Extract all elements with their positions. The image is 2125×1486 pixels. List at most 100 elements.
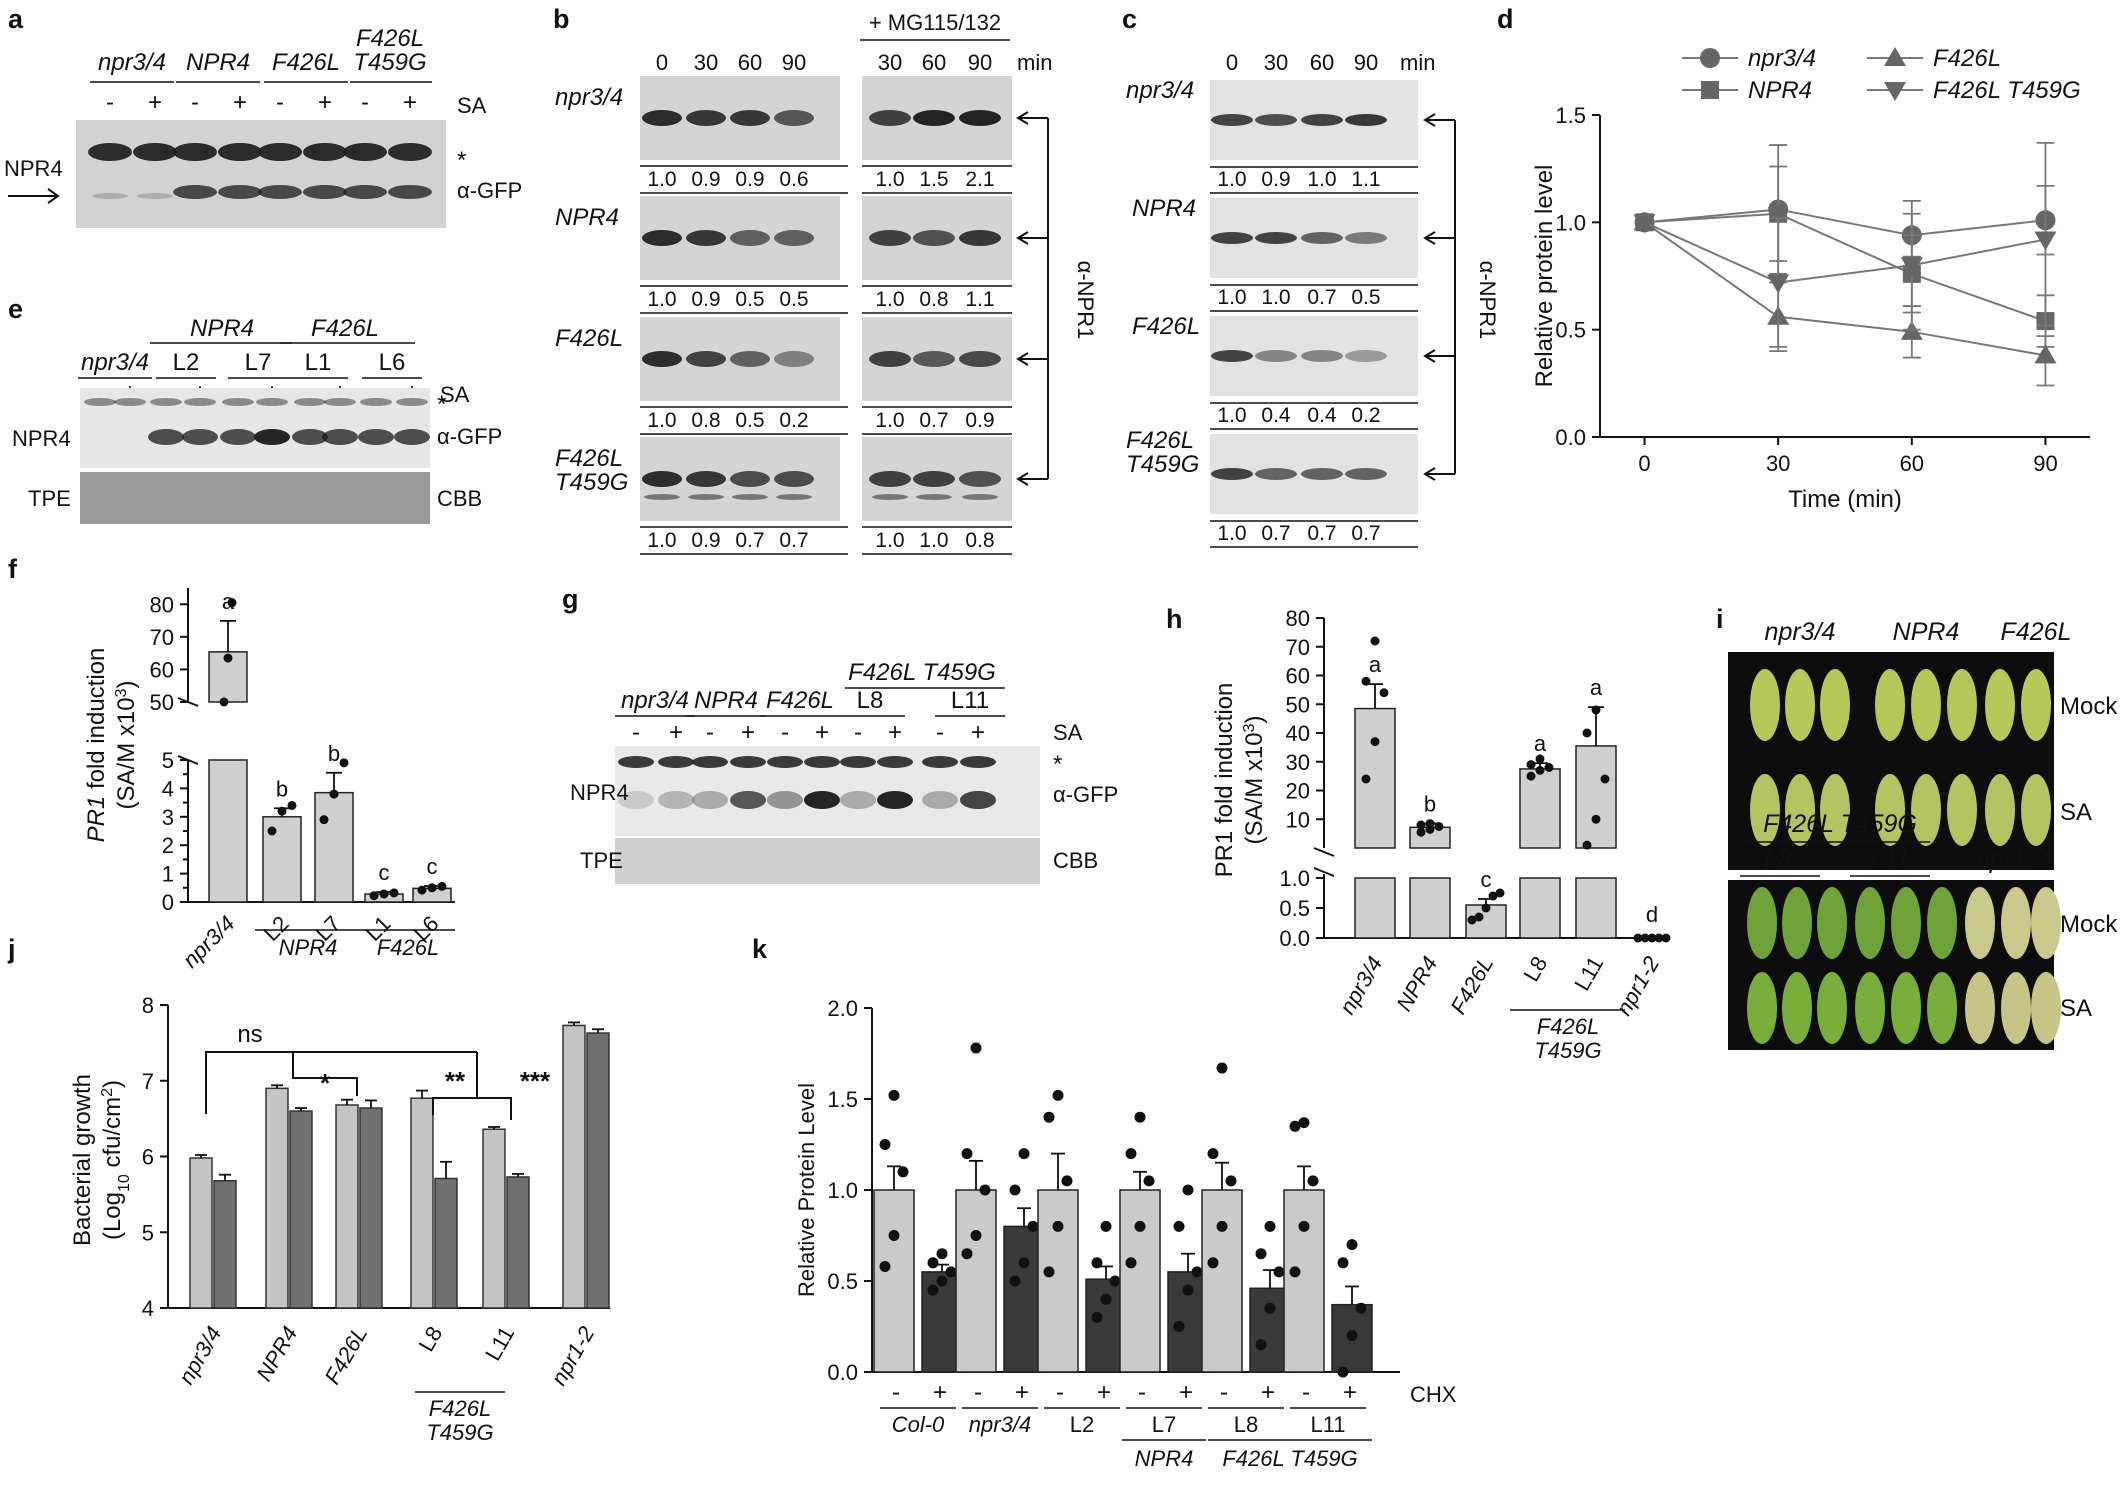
panel-h-point [1582, 728, 1592, 738]
panel-j-ytick-label: 6 [142, 1145, 154, 1170]
panel-k-category: L7 [1152, 1412, 1176, 1437]
panel-h-ytick-label: 60 [1286, 664, 1310, 689]
panel-c-time: 30 [1264, 50, 1288, 75]
panel-a-band [137, 193, 173, 199]
panel-e-npr4: NPR4 [12, 426, 71, 451]
panel-h-break [1313, 847, 1335, 857]
panel-h-point [1647, 933, 1657, 943]
panel-c-band [1345, 232, 1387, 244]
panel-c-quant: 0.7 [1307, 286, 1336, 309]
panel-k-point [1134, 1220, 1146, 1232]
panel-f-point [427, 883, 437, 893]
panel-i-bottom-label: npr1-2 [1976, 846, 2048, 874]
panel-a-sign: - [106, 89, 114, 116]
panel-e-band [184, 398, 216, 406]
panel-f-group: NPR4 [279, 935, 338, 960]
panel-h-point [1379, 688, 1389, 698]
panel-b-band [776, 494, 812, 500]
panel-c-unit: min [1400, 50, 1435, 75]
panel-d-legend-marker [1700, 48, 1720, 68]
panel-f-point [437, 881, 447, 891]
panel-c-quant: 0.4 [1261, 404, 1291, 427]
panel-h-ytick-label: 1.0 [1279, 866, 1310, 891]
panel-b-unit: min [1017, 50, 1052, 75]
panel-a-sign: + [233, 89, 247, 116]
panel-i-leaf [2001, 972, 2031, 1044]
panel-c-quant: 1.0 [1217, 286, 1246, 309]
panel-e-band [294, 398, 326, 406]
panel-c-quant: 1.0 [1217, 522, 1246, 545]
panel-b-band [730, 351, 770, 367]
panel-i-leaf [1785, 774, 1815, 846]
panel-d-legend-marker [1884, 82, 1906, 101]
panel-h-point [1416, 820, 1426, 830]
panel-g-gfp-band [767, 791, 803, 809]
panel-f-ytick-label: 0 [162, 890, 174, 915]
panel-c-row-label: NPR4 [1132, 195, 1196, 222]
panel-k-point [1207, 1148, 1219, 1160]
panel-b-band [916, 494, 952, 500]
panel-k-ytick-label: 1.5 [827, 1087, 858, 1112]
panel-j-bar [359, 1107, 383, 1309]
panel-c-quant: 0.9 [1261, 168, 1290, 191]
panel-d-series-line [1644, 208, 2046, 237]
panel-f-point [319, 815, 329, 825]
panel-k-point [1027, 1220, 1039, 1232]
panel-d-point [2034, 231, 2057, 251]
panel-i-leaf [1947, 669, 1977, 741]
panel-e-gfp-band [322, 429, 358, 445]
panel-b-band [642, 471, 682, 487]
panel-b-band [730, 110, 770, 126]
panel-label-i: i [1716, 604, 1724, 634]
panel-c-arrow [1423, 113, 1455, 127]
panel-k-point [1052, 1089, 1064, 1101]
panel-d-ytick-label: 0.0 [1555, 425, 1586, 450]
panel-k-point [1337, 1257, 1349, 1269]
panel-b-mg-time: 90 [968, 50, 992, 75]
panel-k-point [1298, 1117, 1310, 1129]
panel-h-point [1600, 774, 1610, 784]
panel-d-legend-label: F426L [1933, 45, 2001, 72]
panel-e-group: NPR4 [190, 315, 254, 342]
panel-i-leaf [2031, 887, 2061, 959]
panel-g-antibody: α-GFP [1053, 782, 1118, 807]
panel-a-genotype: F426L [356, 25, 424, 52]
panel-b-mg-time: 30 [878, 50, 902, 75]
panel-j-category: L8 [413, 1322, 447, 1356]
panel-k-point [1125, 1257, 1137, 1269]
panel-e-line: L6 [379, 349, 406, 376]
panel-g-sa: SA [1053, 720, 1083, 745]
panel-i-leaf [1891, 972, 1921, 1044]
panel-j-bar [265, 1087, 289, 1309]
panel-c-band [1301, 114, 1343, 126]
panel-e-antibody: α-GFP [437, 424, 502, 449]
panel-h-letter: b [1424, 792, 1436, 817]
panel-d-point [1633, 214, 1656, 234]
panel-f-ytick-label: 4 [162, 776, 174, 801]
panel-k-point [1125, 1148, 1137, 1160]
panel-h-ytick-label: 40 [1286, 721, 1310, 746]
panel-h-letter: c [1481, 867, 1492, 892]
panel-h-bar [1409, 877, 1451, 939]
panel-c-antibody: α-NPR1 [1475, 261, 1500, 340]
panel-c-quant: 1.1 [1351, 168, 1380, 191]
panel-k-bar [955, 1189, 997, 1373]
panel-k-point [961, 1148, 973, 1160]
panel-b-band [959, 471, 1001, 487]
panel-f-ytick-label: 1 [162, 862, 174, 887]
panel-i-leaf [1985, 774, 2015, 846]
panel-b-band [913, 471, 955, 487]
panel-b-time: 30 [694, 50, 718, 75]
panel-i-top-label: NPR4 [1893, 618, 1960, 646]
panel-b-arrow [1016, 231, 1048, 245]
panel-b-quant: 0.8 [919, 288, 948, 311]
panel-c-band [1255, 468, 1297, 480]
panel-f-letter: c [427, 854, 438, 879]
panel-a-blot [76, 120, 446, 228]
panel-f-ytick-label: 70 [150, 625, 174, 650]
panel-b-quant: 1.0 [875, 409, 904, 432]
panel-e-gfp-band [394, 429, 430, 445]
panel-j-ylabel-part: cfu/cm [99, 1097, 126, 1174]
panel-e-gfp-band [358, 429, 394, 445]
panel-h-ytick-label: 70 [1286, 635, 1310, 660]
